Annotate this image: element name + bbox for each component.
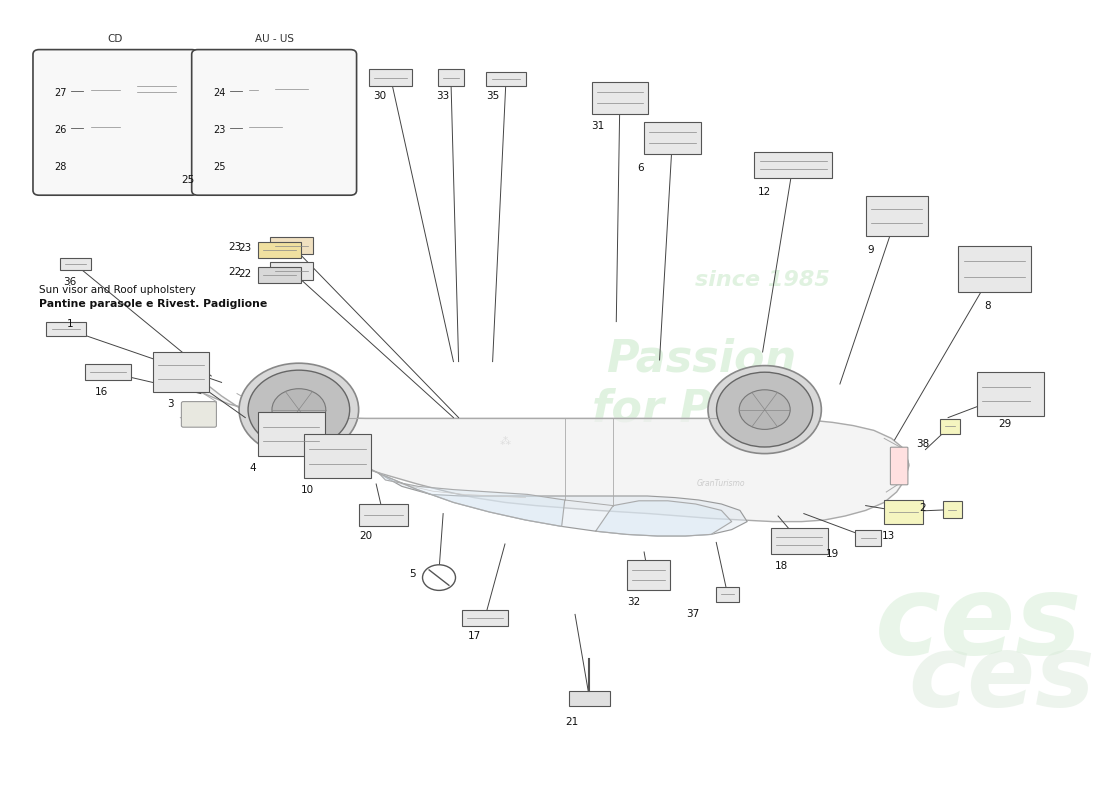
FancyBboxPatch shape <box>257 412 324 456</box>
Text: 13: 13 <box>882 531 895 541</box>
FancyBboxPatch shape <box>244 83 263 98</box>
FancyBboxPatch shape <box>856 530 881 546</box>
FancyBboxPatch shape <box>33 50 198 195</box>
Text: Sun visor and Roof upholstery: Sun visor and Roof upholstery <box>40 285 196 294</box>
Text: 6: 6 <box>638 163 645 173</box>
FancyBboxPatch shape <box>359 504 408 526</box>
Text: 17: 17 <box>468 631 481 641</box>
Polygon shape <box>175 364 909 522</box>
FancyBboxPatch shape <box>224 171 248 186</box>
FancyBboxPatch shape <box>270 80 314 98</box>
FancyBboxPatch shape <box>866 196 927 236</box>
Circle shape <box>716 372 813 447</box>
Text: 26: 26 <box>55 125 67 135</box>
FancyBboxPatch shape <box>153 352 209 392</box>
Text: CD: CD <box>108 34 123 44</box>
Text: 22: 22 <box>229 267 242 277</box>
FancyBboxPatch shape <box>132 80 182 98</box>
Text: 38: 38 <box>915 439 930 449</box>
FancyBboxPatch shape <box>884 500 923 524</box>
Text: 29: 29 <box>998 419 1011 429</box>
Circle shape <box>239 363 359 456</box>
Text: 23: 23 <box>213 125 226 135</box>
Text: 20: 20 <box>360 531 373 541</box>
Polygon shape <box>379 474 747 536</box>
Text: ces: ces <box>876 570 1082 678</box>
FancyBboxPatch shape <box>304 434 371 478</box>
FancyBboxPatch shape <box>771 528 827 554</box>
Text: 8: 8 <box>984 301 991 310</box>
Text: ces: ces <box>909 631 1094 729</box>
Text: 12: 12 <box>758 187 771 197</box>
Circle shape <box>739 390 790 430</box>
FancyBboxPatch shape <box>438 69 464 86</box>
FancyBboxPatch shape <box>270 262 314 280</box>
FancyBboxPatch shape <box>755 152 832 178</box>
Text: 2: 2 <box>918 503 926 513</box>
Text: 9: 9 <box>868 245 875 254</box>
Text: 28: 28 <box>55 162 67 172</box>
FancyBboxPatch shape <box>486 72 526 86</box>
Text: 3: 3 <box>167 399 174 409</box>
Circle shape <box>249 370 350 449</box>
Text: 4: 4 <box>250 463 256 473</box>
Text: Pantine parasole e Rivest. Padiglione: Pantine parasole e Rivest. Padiglione <box>40 299 267 309</box>
FancyBboxPatch shape <box>270 237 314 254</box>
Text: 22: 22 <box>239 269 252 278</box>
Text: 35: 35 <box>486 91 499 101</box>
Text: GranTurismo: GranTurismo <box>697 479 746 488</box>
FancyBboxPatch shape <box>645 122 701 154</box>
FancyBboxPatch shape <box>569 691 611 706</box>
Text: 37: 37 <box>686 610 700 619</box>
FancyBboxPatch shape <box>627 560 670 590</box>
FancyBboxPatch shape <box>368 69 412 86</box>
Text: 16: 16 <box>95 387 108 397</box>
Text: 31: 31 <box>591 122 604 131</box>
Text: 18: 18 <box>774 562 788 571</box>
Text: since 1985: since 1985 <box>695 270 830 290</box>
FancyBboxPatch shape <box>592 82 648 114</box>
FancyBboxPatch shape <box>977 372 1044 416</box>
FancyBboxPatch shape <box>257 267 301 283</box>
Text: 32: 32 <box>627 597 640 606</box>
Circle shape <box>272 389 326 430</box>
FancyBboxPatch shape <box>943 501 961 518</box>
Circle shape <box>708 366 822 454</box>
FancyBboxPatch shape <box>958 246 1031 292</box>
Text: 10: 10 <box>300 485 313 494</box>
Text: ⁂: ⁂ <box>499 437 510 446</box>
Text: 36: 36 <box>64 277 77 286</box>
Text: 19: 19 <box>826 549 839 558</box>
FancyBboxPatch shape <box>462 610 508 626</box>
Text: 25: 25 <box>213 162 226 172</box>
FancyBboxPatch shape <box>86 83 124 98</box>
Text: 27: 27 <box>55 88 67 98</box>
Text: 21: 21 <box>565 717 579 726</box>
Text: AU - US: AU - US <box>254 34 294 44</box>
Text: 5: 5 <box>409 570 416 579</box>
FancyBboxPatch shape <box>46 322 86 336</box>
FancyBboxPatch shape <box>244 120 287 134</box>
Text: 23: 23 <box>229 242 242 251</box>
Text: 33: 33 <box>437 91 450 101</box>
FancyBboxPatch shape <box>59 258 90 270</box>
Text: 1: 1 <box>67 319 74 329</box>
FancyBboxPatch shape <box>182 402 217 427</box>
FancyBboxPatch shape <box>86 120 124 134</box>
Polygon shape <box>596 501 732 536</box>
FancyBboxPatch shape <box>716 587 739 602</box>
Circle shape <box>422 565 455 590</box>
FancyBboxPatch shape <box>191 50 356 195</box>
FancyBboxPatch shape <box>257 242 301 258</box>
Text: Passion
for Parts: Passion for Parts <box>592 338 810 430</box>
Polygon shape <box>379 474 564 526</box>
Text: 30: 30 <box>373 91 386 101</box>
FancyBboxPatch shape <box>890 447 908 485</box>
FancyBboxPatch shape <box>85 364 131 380</box>
FancyBboxPatch shape <box>939 419 960 434</box>
Text: 24: 24 <box>213 88 226 98</box>
Text: 25: 25 <box>180 175 195 185</box>
Text: 23: 23 <box>239 243 252 253</box>
